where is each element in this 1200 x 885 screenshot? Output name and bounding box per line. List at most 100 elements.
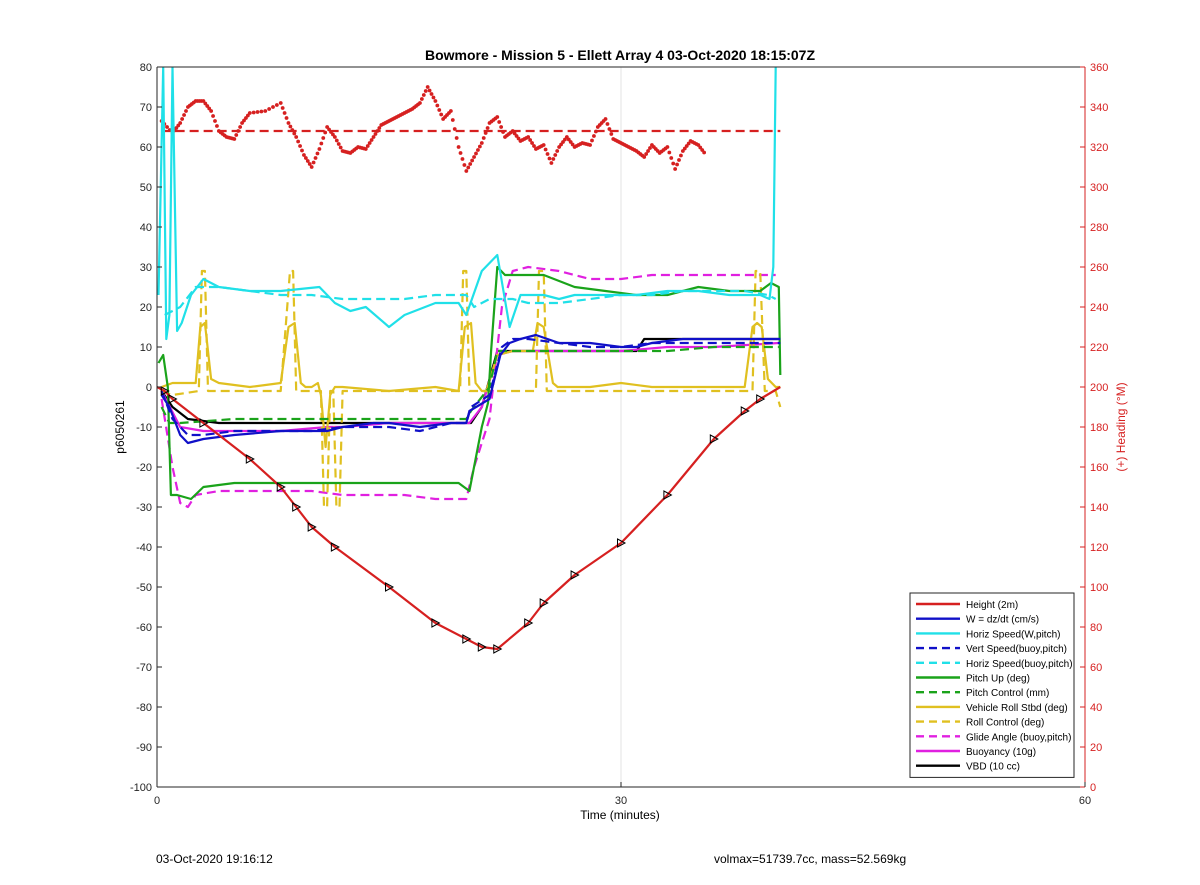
heading-point	[367, 141, 372, 145]
heading-point	[679, 153, 683, 158]
y2-tick-label: 140	[1090, 502, 1108, 514]
height-marker	[462, 634, 472, 644]
height-marker	[307, 522, 317, 532]
heading-point	[644, 152, 649, 156]
legend-box	[909, 592, 1075, 778]
chart-title: Bowmore - Mission 5 - Ellett Array 4 03-…	[425, 47, 816, 63]
heading-point	[545, 152, 550, 156]
y-tick-label: -80	[136, 702, 152, 714]
y2-tick-label: 320	[1090, 142, 1108, 154]
heading-point	[476, 148, 480, 152]
heading-point	[296, 139, 301, 144]
heading-point	[313, 156, 318, 160]
heading-point	[547, 156, 552, 161]
x-tick-label: 60	[1079, 795, 1091, 807]
heading-point	[607, 127, 612, 131]
heading-point	[450, 118, 455, 122]
heading-point	[673, 167, 678, 171]
y-tick-label: -40	[136, 542, 152, 554]
heading-point	[458, 151, 463, 155]
heading-point	[263, 109, 268, 113]
heading-point	[334, 138, 339, 143]
heading-point	[452, 127, 457, 131]
y-tick-label: 20	[140, 302, 152, 314]
heading-point	[454, 136, 459, 140]
heading-point	[369, 138, 374, 142]
heading-point	[286, 121, 291, 125]
y-tick-label: 60	[140, 142, 152, 154]
heading-point	[271, 105, 275, 109]
heading-point	[321, 136, 326, 140]
heading-point	[418, 101, 422, 105]
x-tick-label: 0	[154, 795, 160, 807]
y2-tick-label: 20	[1090, 742, 1102, 754]
height-marker	[570, 570, 580, 580]
heading-point	[553, 153, 558, 157]
plot-series	[157, 67, 782, 654]
y2-tick-label: 40	[1090, 702, 1102, 714]
y-tick-label: -20	[136, 462, 152, 474]
heading-point	[373, 132, 378, 136]
series-line	[157, 265, 782, 501]
series-line	[161, 321, 781, 449]
heading-point	[648, 146, 652, 150]
heading-point	[259, 109, 264, 114]
y-tick-label: 40	[140, 222, 152, 234]
heading-point	[423, 89, 428, 93]
y2-tick-label: 120	[1090, 542, 1108, 554]
legend-label: Pitch Up (deg)	[966, 674, 1030, 685]
heading-point	[213, 119, 217, 123]
heading-point	[292, 131, 297, 136]
heading-point	[669, 156, 674, 160]
heading-point	[541, 143, 546, 147]
series-line	[161, 269, 782, 509]
heading-point	[435, 103, 440, 108]
heading-point	[555, 149, 560, 153]
heading-point	[675, 162, 679, 167]
height-marker	[477, 642, 487, 652]
heading-point	[468, 162, 473, 166]
legend-label: Horiz Speed(buoy,pitch)	[966, 659, 1073, 670]
heading-point	[365, 144, 370, 148]
heading-point	[215, 124, 219, 128]
heading-point	[294, 135, 299, 139]
y-tick-label: -70	[136, 662, 152, 674]
y2-tick-label: 240	[1090, 302, 1108, 314]
heading-point	[338, 145, 343, 150]
heading-point	[278, 101, 283, 105]
legend-label: Vehicle Roll Stbd (deg)	[966, 703, 1068, 714]
y-tick-label: 70	[140, 102, 152, 114]
heading-point	[165, 125, 169, 129]
heading-point	[665, 145, 670, 149]
y2-tick-label: 0	[1090, 782, 1096, 794]
heading-point	[543, 147, 548, 152]
heading-point	[479, 141, 484, 145]
heading-point	[470, 158, 475, 163]
heading-point	[236, 129, 241, 133]
y2-tick-label: 260	[1090, 262, 1108, 274]
height-marker	[740, 406, 750, 416]
y-axis-label: p6050261	[113, 400, 127, 454]
height-marker	[493, 644, 503, 654]
heading-point	[448, 109, 453, 113]
heading-point	[528, 138, 533, 142]
footer-volmax-mass: volmax=51739.7cc, mass=52.569kg	[714, 852, 907, 866]
y-tick-label: -100	[130, 782, 152, 794]
y-tick-label: -60	[136, 622, 152, 634]
legend-label: Buoyancy (10g)	[966, 747, 1036, 758]
height-marker	[245, 454, 255, 464]
heading-point	[646, 149, 650, 153]
heading-point	[290, 128, 295, 132]
heading-point	[336, 142, 341, 146]
height-marker	[160, 386, 170, 396]
heading-point	[421, 93, 426, 97]
heading-point	[315, 151, 320, 156]
heading-point	[477, 144, 482, 149]
heading-point	[232, 137, 237, 141]
heading-point	[495, 115, 500, 119]
heading-point	[642, 155, 647, 159]
heading-point	[211, 114, 215, 118]
height-marker	[524, 618, 534, 628]
heading-point	[247, 111, 252, 115]
heading-point	[532, 144, 536, 148]
